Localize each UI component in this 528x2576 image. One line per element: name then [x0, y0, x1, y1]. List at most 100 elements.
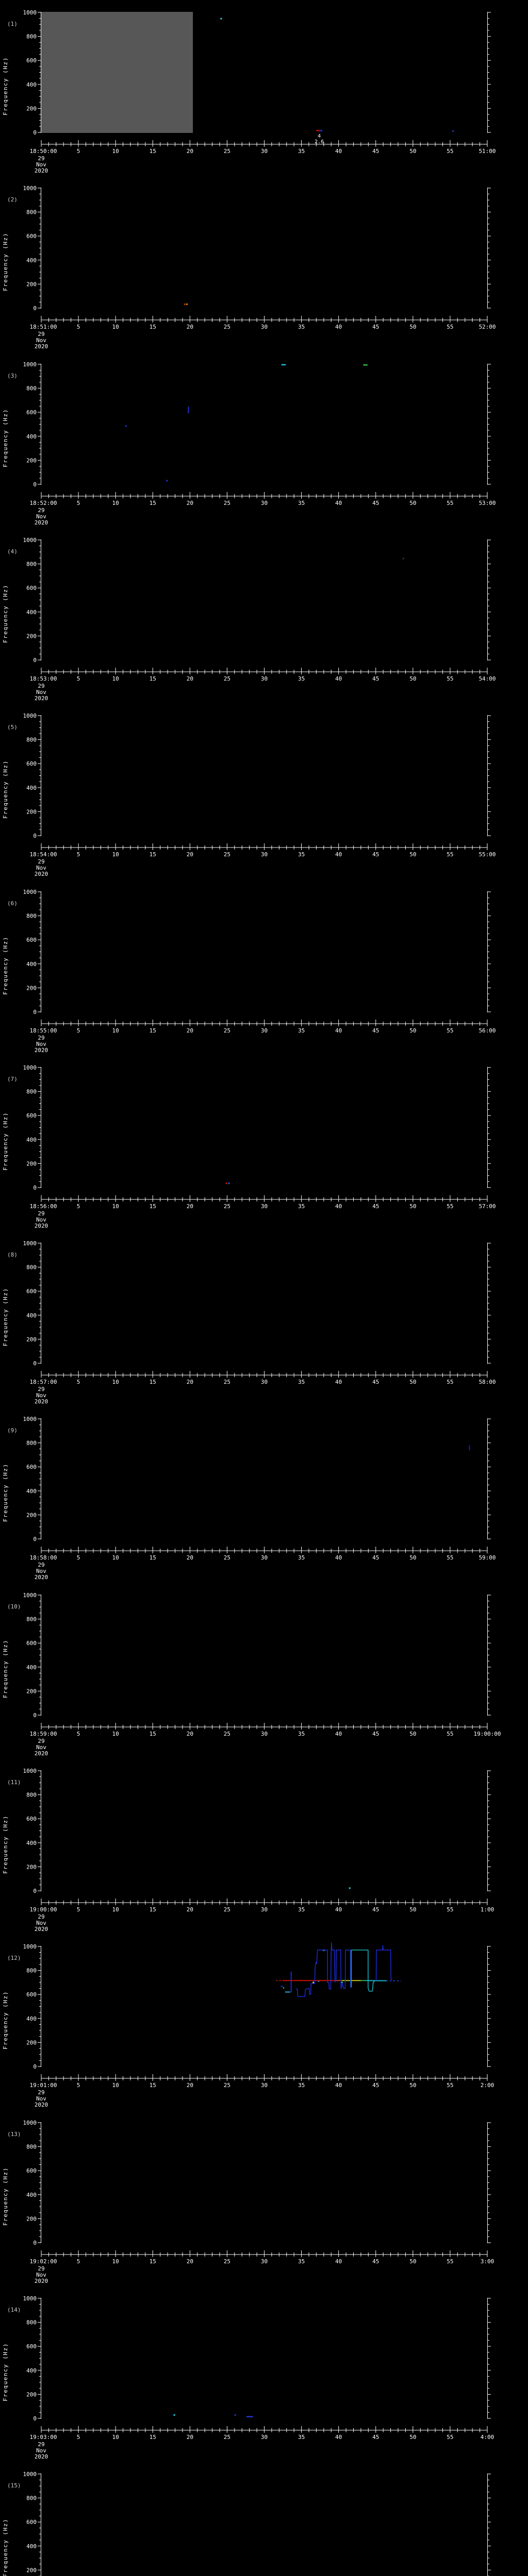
x-tick-label: 40: [335, 500, 342, 506]
panel-index-label: (11): [7, 1779, 21, 1786]
y-tick-label: 200: [26, 281, 37, 287]
x-tick-label: 5: [77, 1731, 80, 1737]
x-tick-label: 35: [298, 2258, 305, 2265]
panel-index-label: (12): [7, 1955, 21, 1961]
y-tick-label: 400: [26, 609, 37, 616]
detection-mark: [225, 1182, 227, 1184]
x-tick-label: 50: [409, 148, 416, 155]
y-tick-label: 1000: [23, 2295, 37, 2302]
end-time-label: 58:00: [478, 1379, 496, 1385]
frequency-axis-title: Frequency (Hz): [2, 1463, 9, 1522]
x-ticks: [41, 1899, 488, 1905]
event-annotation: 2.6: [315, 139, 324, 145]
x-tick-label: 55: [447, 2082, 453, 2089]
start-time-label: 19:02:00: [30, 2258, 57, 2265]
date-label: 2020: [35, 695, 48, 702]
y-tick-label: 0: [33, 2240, 37, 2246]
spectrogram-panel: 0 200 400 600 800 1000 19:00:00 5 10 15 20 25 30 35 40…: [2, 1768, 494, 1933]
start-time-label: 18:53:00: [30, 675, 57, 682]
x-tick-label: 45: [372, 148, 379, 155]
y-tick-label: 400: [26, 1137, 37, 1143]
date-label: Nov: [36, 337, 46, 344]
x-tick-label: 55: [447, 675, 453, 682]
x-tick-label: 20: [187, 1906, 193, 1913]
date-label: 29: [38, 1913, 44, 1920]
y-tick-label: 800: [26, 561, 37, 568]
x-tick-label: 50: [409, 1379, 416, 1385]
x-tick-label: 50: [409, 1554, 416, 1561]
x-tick-label: 45: [372, 851, 379, 858]
x-tick-label: 55: [447, 500, 453, 506]
date-label: 2020: [35, 2102, 48, 2108]
date-label: Nov: [36, 1920, 46, 1926]
date-label: Nov: [36, 1041, 46, 1047]
y-tick-label: 1000: [23, 1592, 37, 1599]
start-time-label: 18:55:00: [30, 1027, 57, 1034]
x-tick-label: 20: [187, 1554, 193, 1561]
x-tick-label: 25: [224, 1203, 230, 1210]
date-label: 29: [38, 155, 44, 162]
x-tick-label: 30: [261, 1554, 268, 1561]
x-tick-label: 15: [150, 2082, 156, 2089]
x-tick-label: 10: [112, 2434, 119, 2441]
x-tick-label: 35: [298, 324, 305, 330]
x-tick-label: 15: [150, 2258, 156, 2265]
x-tick-label: 55: [447, 1554, 453, 1561]
date-label: 29: [38, 1210, 44, 1217]
y-tick-label: 600: [26, 1816, 37, 1822]
x-tick-label: 55: [447, 1379, 453, 1385]
panel-index-label: (10): [7, 1603, 21, 1610]
x-tick-label: 10: [112, 1906, 119, 1913]
x-tick-label: 30: [261, 2434, 268, 2441]
x-tick-label: 45: [372, 1379, 379, 1385]
x-tick-label: 45: [372, 1906, 379, 1913]
x-tick-label: 45: [372, 675, 379, 682]
x-tick-label: 35: [298, 675, 305, 682]
x-tick-label: 30: [261, 1379, 268, 1385]
y-tick-label: 1000: [23, 1768, 37, 1774]
spectrogram-panel: 0 200 400 600 800 1000 18:57:00 5 10 15 20 25 30 35 40…: [2, 1240, 496, 1405]
y-ticks: [38, 2298, 491, 2419]
y-ticks: [38, 1067, 491, 1188]
x-tick-label: 50: [409, 2258, 416, 2265]
x-tick-label: 45: [372, 1203, 379, 1210]
date-label: 29: [38, 1035, 44, 1041]
x-tick-label: 15: [150, 1731, 156, 1737]
x-ticks: [41, 2074, 488, 2081]
x-tick-label: 40: [335, 324, 342, 330]
detection-mark: [349, 1887, 351, 1889]
start-time-label: 19:03:00: [30, 2434, 57, 2441]
x-tick-label: 20: [187, 1379, 193, 1385]
x-tick-label: 40: [335, 148, 342, 155]
x-tick-label: 25: [224, 148, 230, 155]
y-tick-label: 600: [26, 760, 37, 767]
y-tick-label: 600: [26, 1640, 37, 1647]
x-tick-label: 35: [298, 1027, 305, 1034]
x-tick-label: 45: [372, 1554, 379, 1561]
date-label: 29: [38, 1562, 44, 1568]
date-label: Nov: [36, 1568, 46, 1574]
spectrogram-panel: 0 200 400 600 800 1000 19:01:00 5 10 15 20 25 30 35 40…: [2, 1942, 494, 2108]
x-tick-label: 40: [335, 1203, 342, 1210]
y-tick-label: 200: [26, 985, 37, 991]
start-time-label: 18:58:00: [30, 1554, 57, 1561]
start-time-label: 19:01:00: [30, 2082, 57, 2089]
x-tick-label: 30: [261, 1027, 268, 1034]
x-tick-label: 5: [77, 1203, 80, 1210]
x-ticks: [41, 316, 488, 323]
spectrogram-panel: 0 200 400 600 800 1000 19:03:00 5 10 15 20 25 30 35 40…: [2, 2295, 494, 2460]
x-tick-label: 10: [112, 1379, 119, 1385]
x-tick-label: 5: [77, 1379, 80, 1385]
panel-index-label: (8): [7, 1251, 18, 1258]
x-tick-label: 25: [224, 851, 230, 858]
x-tick-label: 35: [298, 851, 305, 858]
y-tick-label: 0: [33, 1360, 37, 1367]
date-label: Nov: [36, 2447, 46, 2454]
y-tick-label: 0: [33, 833, 37, 839]
y-tick-label: 400: [26, 2543, 37, 2550]
x-tick-label: 5: [77, 2082, 80, 2089]
x-tick-label: 10: [112, 1203, 119, 1210]
event-annotation: 4: [318, 133, 321, 139]
y-tick-label: 200: [26, 2215, 37, 2222]
